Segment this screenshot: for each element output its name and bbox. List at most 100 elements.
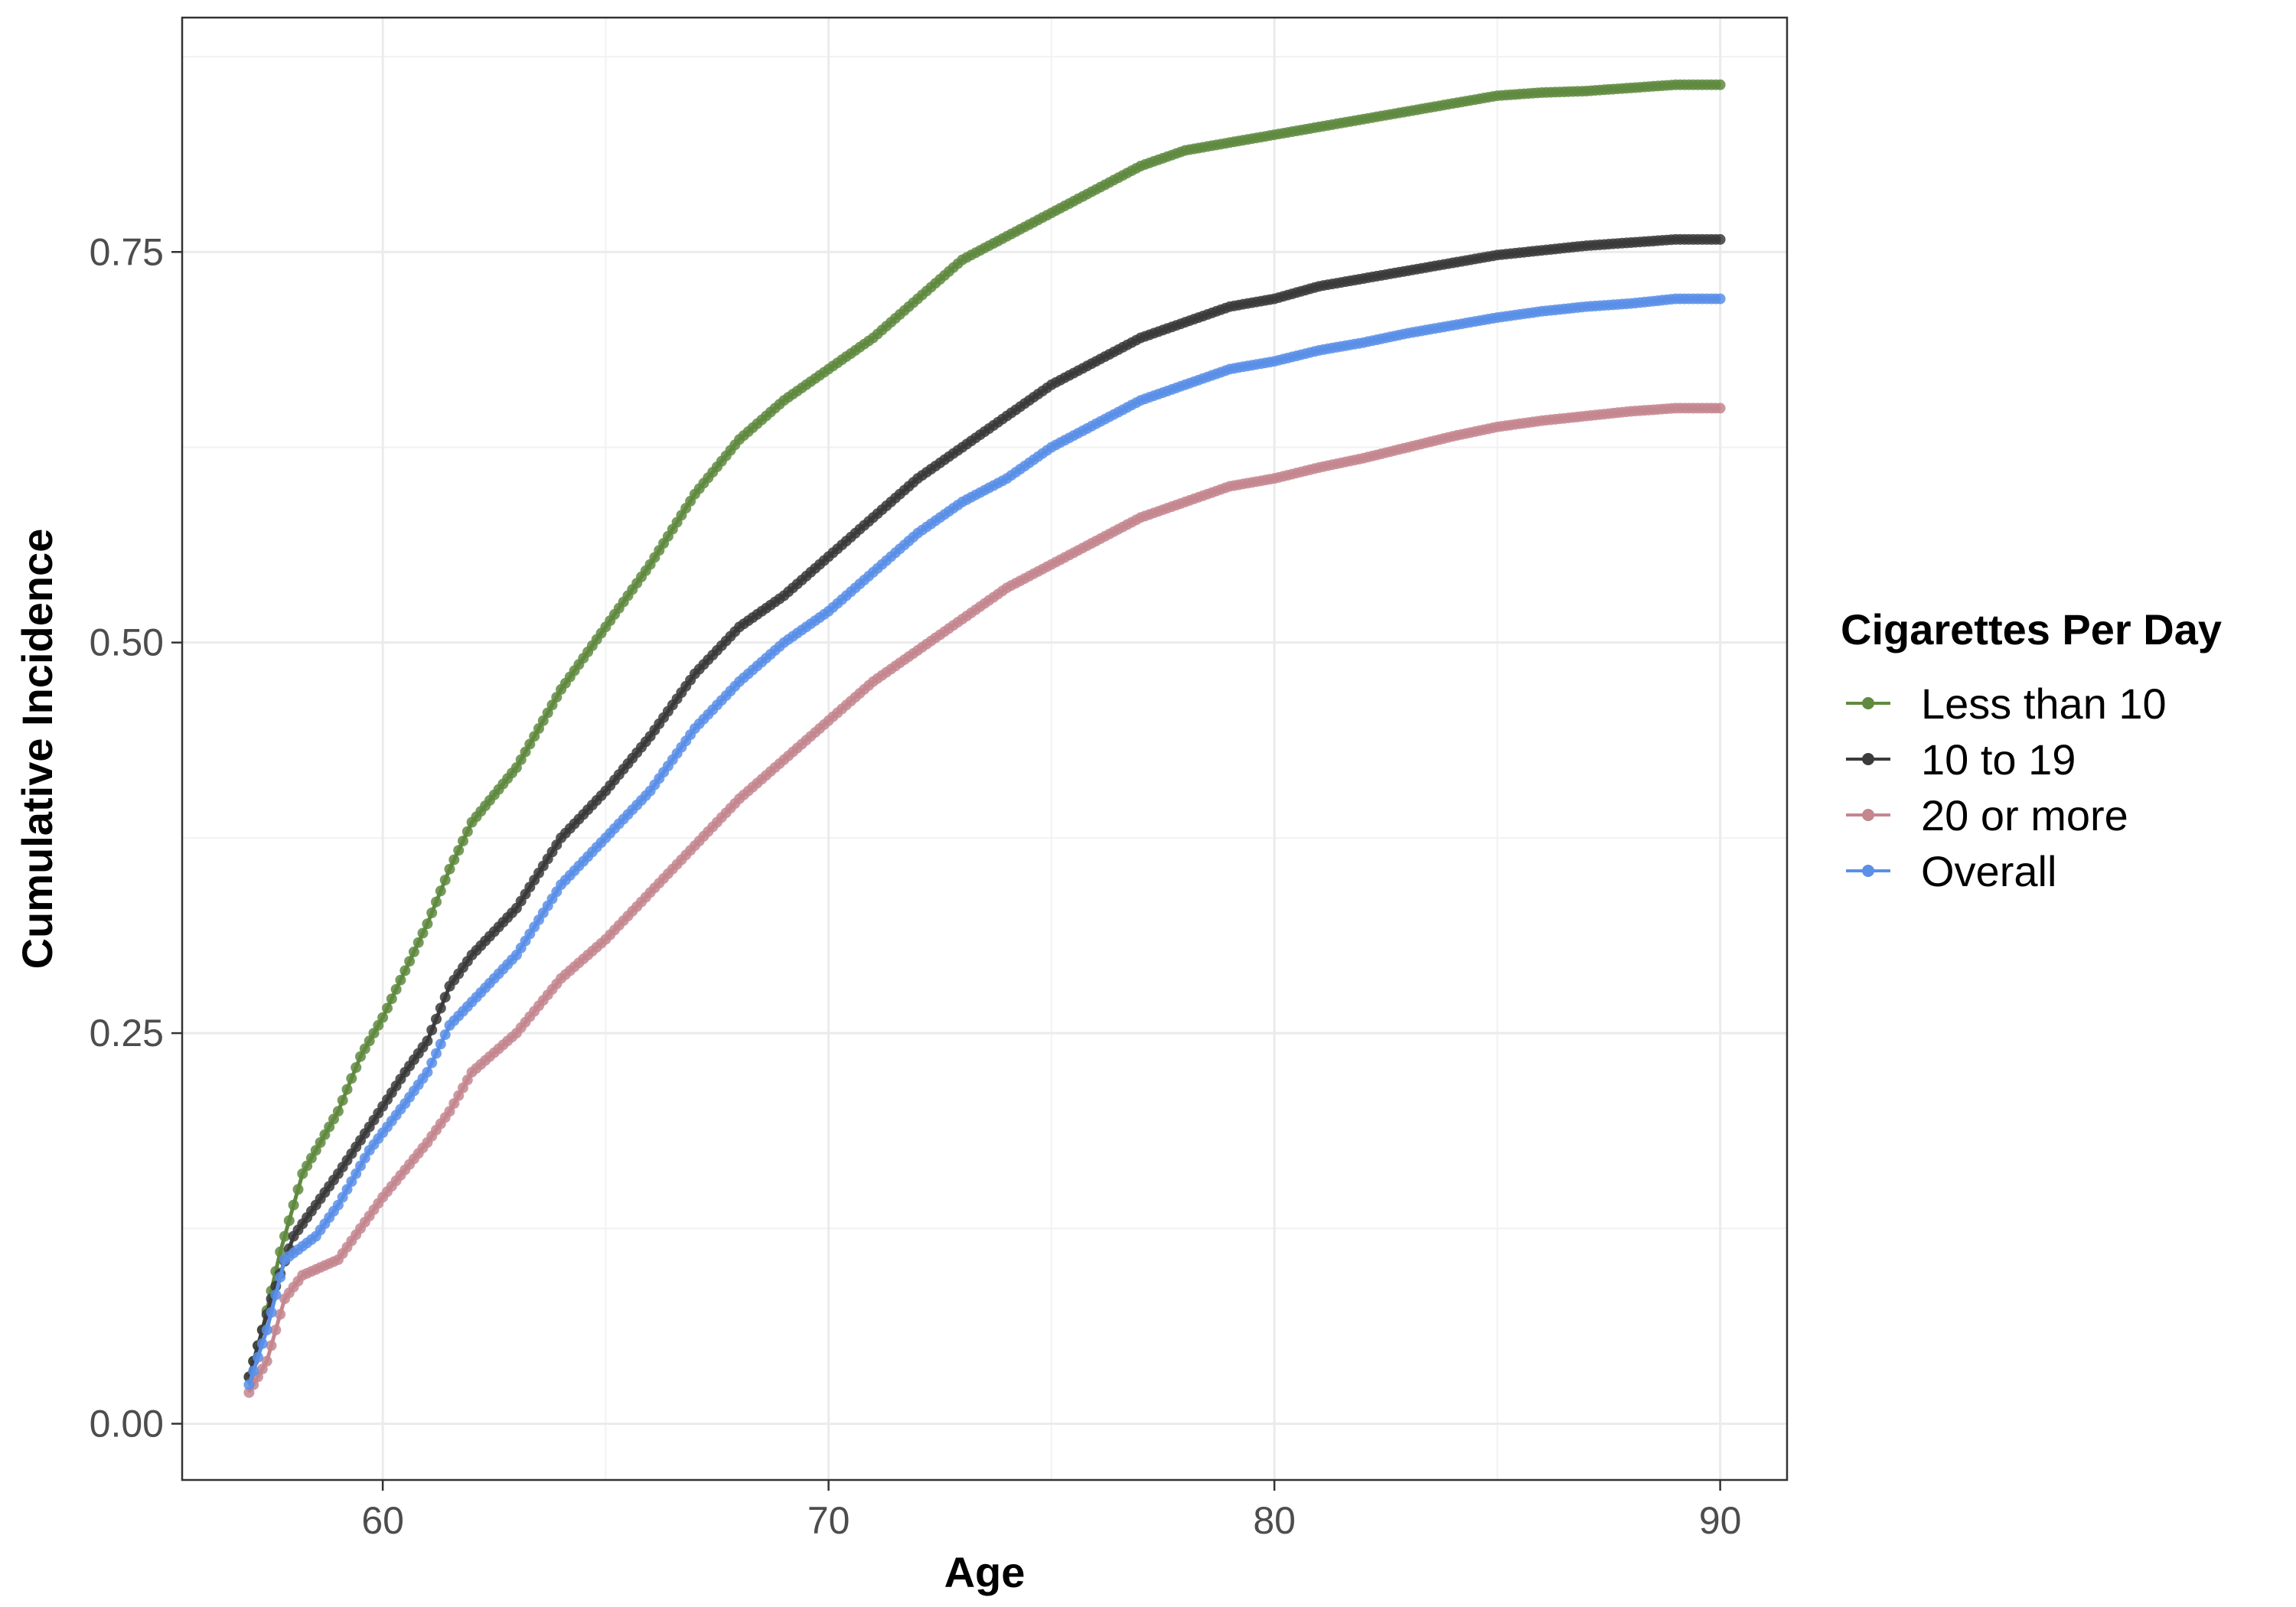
legend-items: Less than 10 10 to 19 20 or more Overall (1846, 680, 2167, 895)
legend-key-point (1862, 865, 1874, 877)
data-point (520, 746, 531, 758)
data-point (351, 1062, 362, 1073)
data-point (288, 1199, 299, 1211)
data-point (332, 1199, 344, 1211)
y-tick-label: 0.25 (90, 1012, 164, 1054)
data-point (448, 854, 460, 865)
legend-label: Less than 10 (1921, 680, 2167, 728)
x-axis: 60 70 80 90 (361, 1480, 1741, 1542)
data-point (261, 1325, 272, 1335)
data-point (1714, 293, 1726, 305)
y-axis-title: Cumulative Incidence (13, 529, 61, 970)
data-point (395, 974, 406, 986)
data-point (404, 956, 416, 967)
data-point (275, 1309, 286, 1320)
data-point (355, 1051, 366, 1062)
data-point (529, 731, 540, 742)
data-point (444, 863, 455, 875)
data-point (408, 946, 419, 957)
data-point (341, 1084, 353, 1095)
data-point (359, 1152, 370, 1164)
legend-label: 20 or more (1921, 791, 2128, 839)
data-point (315, 1137, 326, 1148)
data-point (390, 983, 402, 995)
data-point (422, 918, 433, 930)
data-point (422, 1035, 433, 1047)
data-point (305, 1152, 317, 1164)
data-point (337, 1191, 348, 1203)
x-tick-label: 80 (1253, 1499, 1296, 1542)
data-point (292, 1184, 304, 1195)
data-point (461, 1074, 473, 1086)
data-point (319, 1129, 331, 1140)
data-point (546, 699, 558, 711)
data-point (364, 1035, 375, 1047)
x-tick-label: 60 (361, 1499, 404, 1542)
data-point (302, 1160, 313, 1172)
data-point (266, 1307, 277, 1318)
data-point (310, 1145, 321, 1156)
x-tick-label: 90 (1699, 1499, 1742, 1542)
data-point (341, 1184, 353, 1195)
data-point (275, 1272, 286, 1283)
data-point (431, 1013, 442, 1025)
x-tick-label: 70 (807, 1499, 850, 1542)
legend-label: 10 to 19 (1921, 735, 2076, 784)
data-point (515, 754, 527, 765)
data-point (270, 1289, 282, 1301)
data-point (453, 845, 465, 856)
data-point (337, 1094, 348, 1106)
data-point (435, 885, 446, 897)
y-tick-label: 0.50 (90, 621, 164, 664)
legend: Cigarettes Per Day Less than 10 10 to 19 2… (1841, 605, 2222, 895)
data-point (458, 1082, 468, 1094)
y-tick-label: 0.75 (90, 230, 164, 273)
data-point (537, 715, 549, 726)
data-point (324, 1121, 335, 1133)
data-point (439, 1029, 451, 1041)
y-axis: 0.00 0.25 0.50 0.75 (90, 230, 182, 1446)
legend-item: Less than 10 (1846, 680, 2167, 728)
legend-key-point (1862, 753, 1874, 765)
data-point (1714, 233, 1726, 245)
plot-background (182, 18, 1787, 1480)
data-point (431, 1048, 442, 1059)
data-point (1714, 403, 1726, 414)
legend-key-point (1862, 809, 1874, 821)
data-point (346, 1176, 357, 1187)
data-point (386, 993, 397, 1005)
data-point (431, 896, 442, 908)
data-point (458, 836, 468, 846)
data-point (435, 1038, 446, 1050)
legend-key-point (1862, 697, 1874, 709)
data-point (332, 1106, 344, 1117)
series-layer (243, 79, 1726, 1398)
data-point (426, 907, 438, 918)
data-point (355, 1160, 366, 1172)
data-point (253, 1351, 263, 1363)
data-point (444, 1106, 455, 1117)
legend-title: Cigarettes Per Day (1841, 605, 2222, 654)
data-point (461, 826, 473, 837)
series-20-or-more (243, 403, 1726, 1398)
data-point (270, 1325, 282, 1335)
data-point (382, 1002, 393, 1014)
data-point (551, 692, 563, 703)
data-point (413, 937, 424, 948)
data-point (297, 1168, 308, 1179)
data-point (248, 1365, 259, 1377)
data-point (373, 1019, 384, 1031)
data-point (256, 1364, 268, 1374)
data-point (279, 1231, 290, 1242)
data-point (510, 762, 522, 773)
data-point (351, 1168, 362, 1179)
data-point (359, 1043, 370, 1054)
legend-item: Overall (1846, 847, 2056, 895)
data-point (400, 965, 411, 976)
legend-item: 10 to 19 (1846, 735, 2076, 784)
x-axis-title: Age (944, 1548, 1026, 1596)
data-point (422, 1067, 433, 1078)
series-10-to-19 (243, 233, 1726, 1383)
legend-item: 20 or more (1846, 791, 2128, 839)
